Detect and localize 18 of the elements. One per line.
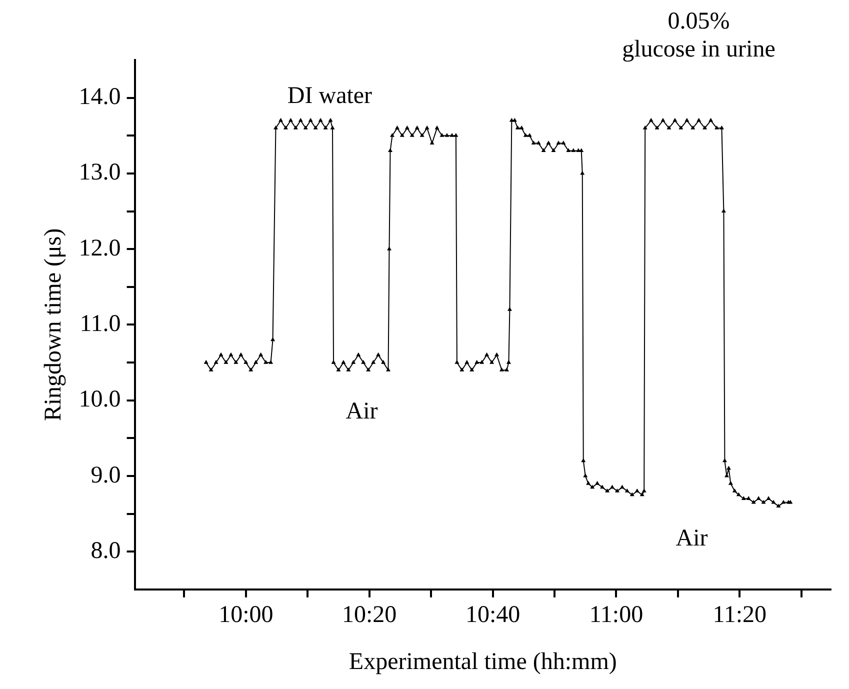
x-tick-label: 10:20 — [342, 602, 397, 628]
annotation: 0.05% glucose in urine — [622, 8, 776, 62]
annotation: Air — [676, 525, 708, 552]
y-tick-label: 13.0 — [78, 160, 121, 186]
y-axis-title: Ringdown time (μs) — [40, 228, 67, 422]
x-axis-title: Experimental time (hh:mm) — [348, 648, 617, 675]
x-tick-label: 10:40 — [465, 602, 520, 628]
y-tick-label: 10.0 — [78, 386, 121, 413]
annotation: DI water — [287, 82, 372, 109]
y-tick-label: 8.0 — [90, 538, 121, 564]
x-tick-label: 11:00 — [589, 602, 644, 628]
annotation: Air — [346, 398, 378, 424]
y-tick-label: 9.0 — [90, 462, 121, 488]
y-tick-label: 11.0 — [80, 310, 121, 337]
y-tick-label: 14.0 — [78, 84, 121, 110]
x-tick-label: 11:20 — [712, 602, 767, 628]
y-tick-label: 12.0 — [78, 235, 121, 262]
x-tick-label: 10:00 — [218, 602, 274, 628]
